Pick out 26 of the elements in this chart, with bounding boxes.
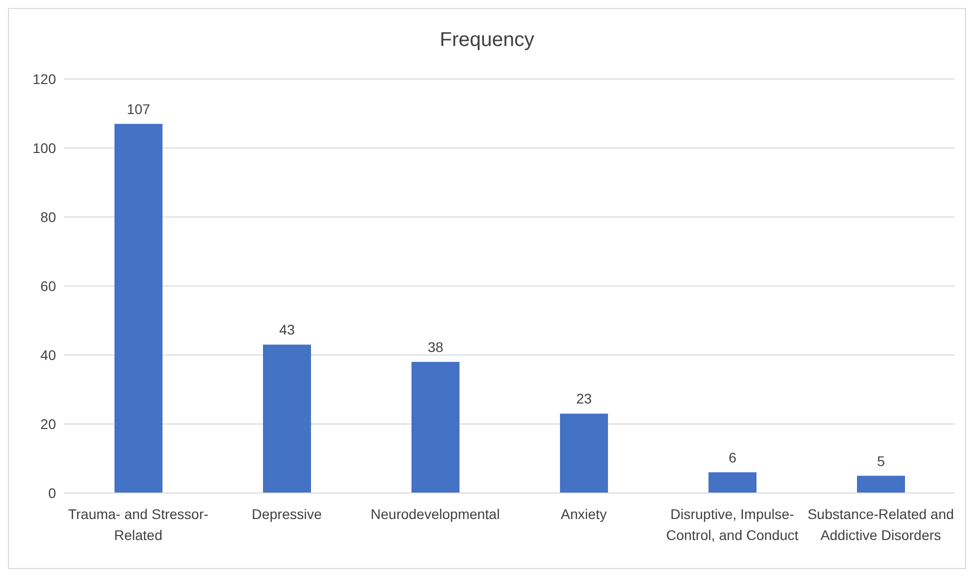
x-tick-label: Disruptive, Impulse-Control, and Conduct <box>666 506 799 543</box>
y-tick-label: 40 <box>40 346 56 363</box>
x-tick-label: Anxiety <box>560 506 607 522</box>
bar <box>411 362 460 493</box>
x-tick-label: Trauma- and Stressor-Related <box>68 506 209 543</box>
x-tick-label: Neurodevelopmental <box>370 506 500 522</box>
bar <box>708 472 756 493</box>
x-tick-label: Substance-Related and Addictive Disorders <box>808 506 954 543</box>
data-label: 43 <box>279 322 295 338</box>
y-tick-label: 80 <box>40 208 56 225</box>
data-label: 38 <box>428 338 444 355</box>
y-tick-label: 0 <box>48 484 56 501</box>
y-tick-label: 120 <box>32 70 56 87</box>
y-tick-label: 100 <box>32 140 56 156</box>
bar <box>560 414 608 493</box>
chart-title: Frequency <box>438 29 536 52</box>
y-tick-label: 20 <box>40 416 56 432</box>
bar <box>262 344 311 493</box>
data-label: 107 <box>126 100 150 117</box>
bar <box>856 476 905 493</box>
y-tick-label: 60 <box>40 278 56 294</box>
data-label: 6 <box>728 449 737 466</box>
x-tick-label: Depressive <box>252 506 322 522</box>
data-label: 5 <box>877 452 886 469</box>
bar <box>114 124 162 493</box>
data-label: 23 <box>576 390 592 407</box>
